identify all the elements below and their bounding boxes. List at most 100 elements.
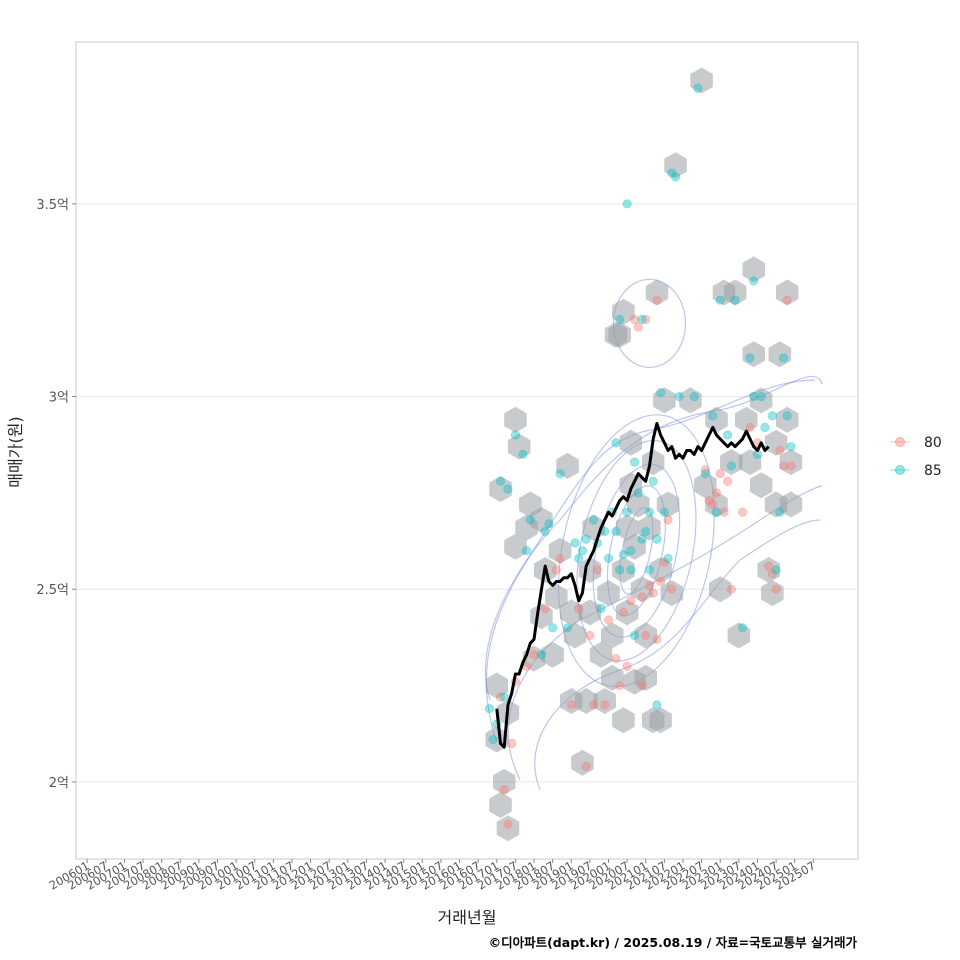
hexbin xyxy=(563,622,587,649)
point-85 xyxy=(715,295,725,305)
point-80 xyxy=(652,295,662,305)
hexbin xyxy=(776,406,799,433)
x-axis-ticks: 2006012006072007012007072008012008072009… xyxy=(47,858,818,892)
hexbin xyxy=(638,514,661,541)
point-80 xyxy=(592,565,603,575)
hexbin xyxy=(612,707,635,734)
point-80 xyxy=(667,584,677,594)
point-80 xyxy=(708,499,718,510)
point-85 xyxy=(499,692,509,702)
point-85 xyxy=(611,526,621,537)
hexbin xyxy=(541,641,564,668)
point-85 xyxy=(689,391,699,402)
y-tick-label: 3억 xyxy=(49,391,69,406)
trend-line xyxy=(495,422,770,749)
hexbin xyxy=(634,622,657,649)
point-80 xyxy=(581,761,591,772)
point-85 xyxy=(745,353,755,363)
point-80 xyxy=(715,468,725,479)
point-85 xyxy=(659,507,670,517)
hexbin xyxy=(735,406,758,433)
point-80 xyxy=(655,576,666,587)
point-85 xyxy=(693,83,703,93)
point-80 xyxy=(529,650,539,660)
hexbin xyxy=(776,279,799,306)
point-85 xyxy=(786,441,796,452)
hexbin xyxy=(615,599,639,626)
point-85 xyxy=(726,461,737,471)
hexbin xyxy=(749,387,773,414)
point-85 xyxy=(547,623,558,633)
point-80 xyxy=(659,557,670,567)
point-85 xyxy=(663,553,673,564)
point-85 xyxy=(574,553,584,564)
legend: 80 85 xyxy=(890,435,942,479)
hexbin xyxy=(489,476,512,502)
hexbin xyxy=(601,664,624,691)
hexbin xyxy=(768,341,792,368)
point-80 xyxy=(644,580,655,591)
point-85 xyxy=(570,538,580,548)
point-80 xyxy=(771,584,781,594)
hexbin xyxy=(656,491,680,518)
point-85 xyxy=(622,199,632,209)
point-85 xyxy=(611,438,621,448)
hexbin xyxy=(664,152,687,179)
hexbin xyxy=(641,449,665,476)
hexbin xyxy=(779,449,803,476)
point-80 xyxy=(726,584,737,594)
point-85 xyxy=(648,476,658,487)
point-80 xyxy=(614,680,625,691)
density-contour xyxy=(484,375,823,701)
point-80 xyxy=(499,784,509,795)
hexbin xyxy=(630,576,654,603)
hexbin xyxy=(627,491,650,518)
x-axis-title: 거래년월 xyxy=(438,908,497,927)
x-tick-label: 202507 xyxy=(773,858,818,892)
hexbin xyxy=(601,622,624,649)
point-85 xyxy=(674,391,684,402)
point-85 xyxy=(503,484,513,494)
point-80 xyxy=(574,603,584,614)
point-80 xyxy=(663,515,673,525)
point-85 xyxy=(622,507,632,517)
hexbin xyxy=(720,449,743,476)
hexbin xyxy=(679,387,702,414)
point-80 xyxy=(629,314,640,325)
point-80 xyxy=(652,634,662,645)
legend-item-85[interactable]: 85 xyxy=(890,463,942,479)
point-80 xyxy=(763,561,774,571)
point-85 xyxy=(581,534,591,544)
plot-panel-border xyxy=(75,41,859,860)
point-85 xyxy=(775,507,785,517)
point-85 xyxy=(667,168,677,178)
point-85 xyxy=(644,565,655,575)
y-tick-label: 2.5억 xyxy=(36,583,69,598)
hexbin xyxy=(496,815,520,842)
point-80 xyxy=(737,507,748,517)
hexbin xyxy=(530,506,553,533)
point-85 xyxy=(488,734,498,745)
legend-item-80[interactable]: 80 xyxy=(890,435,942,451)
point-80 xyxy=(626,596,636,606)
point-80 xyxy=(767,569,778,579)
point-85 xyxy=(711,507,722,517)
point-85 xyxy=(544,519,554,529)
point-85 xyxy=(767,411,778,421)
hexbin xyxy=(507,433,531,460)
point-85 xyxy=(618,549,629,560)
hexbin xyxy=(779,491,803,518)
hexbin xyxy=(597,580,620,607)
scatter-points xyxy=(484,83,796,830)
point-85 xyxy=(555,468,565,479)
density-contour xyxy=(485,379,816,741)
density-contour xyxy=(612,278,687,368)
point-80 xyxy=(633,322,643,332)
point-85 xyxy=(510,430,521,440)
density-contour xyxy=(576,439,697,662)
point-85 xyxy=(626,565,636,575)
point-85 xyxy=(484,704,495,714)
point-80 xyxy=(719,507,729,517)
legend-key-80 xyxy=(895,437,905,447)
point-80 xyxy=(775,445,785,456)
